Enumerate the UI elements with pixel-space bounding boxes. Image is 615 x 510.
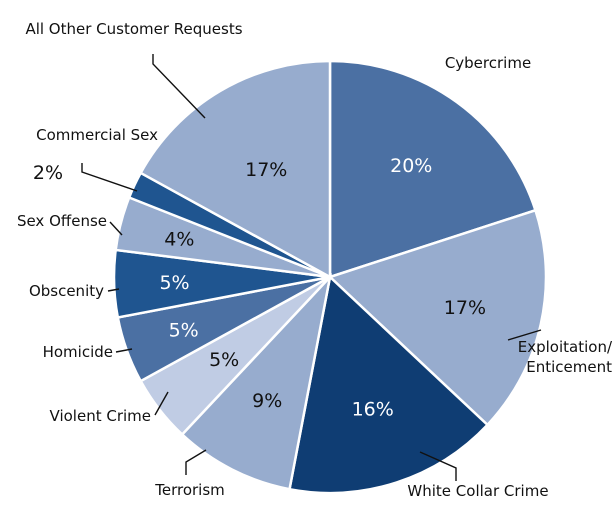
percentage-labels: 20% 17% 16% 9% 5% 5% 5% 4% 2% 17% [33,155,486,420]
pie-slice-all-other-customer-requests [139,59,332,280]
category-label-obscenity: Obscenity [29,282,104,300]
pct-label-white-collar-crime: 16% [352,398,394,420]
leader-line-homicide [115,348,133,353]
category-label-sex-offense: Sex Offense [17,212,107,230]
leader-line-obscenity [107,288,120,292]
category-labels: Cybercrime Exploitation/Enticement White C… [17,20,613,500]
pct-label-commercial-sex: 2% [33,162,63,184]
pct-label-homicide: 5% [169,320,199,342]
category-label-commercial-sex: Commercial Sex [36,126,158,144]
pct-label-all-other-customer-requests: 17% [245,159,287,181]
pie-slice-terrorism [180,273,333,491]
leader-lines [81,54,542,481]
pie-slice-exploitation-enticement [327,208,548,427]
pct-label-sex-offense: 4% [164,228,194,250]
category-label-exploitation-enticement: Exploitation/Enticement [518,338,613,376]
pie-slice-white-collar-crime [288,274,490,495]
category-label-white-collar-crime: White Collar Crime [407,482,548,500]
pct-label-cybercrime: 20% [390,155,432,177]
pie-slices [112,59,548,495]
pct-label-violent-crime: 5% [209,349,239,371]
pie-slice-cybercrime [328,59,538,279]
pct-label-terrorism: 9% [252,390,282,412]
pct-label-exploitation-enticement: 17% [444,297,486,319]
leader-line-white-collar-crime [419,451,457,481]
leader-line-sex-offense [109,221,123,236]
leader-line-violent-crime [154,391,169,416]
category-label-violent-crime: Violent Crime [50,407,151,425]
category-label-homicide: Homicide [43,343,113,361]
category-label-all-other-customer-requests: All Other Customer Requests [25,20,242,38]
category-label-cybercrime: Cybercrime [445,54,531,72]
leader-line-terrorism [185,449,207,475]
leader-line-exploitation-enticement [507,329,542,341]
leader-line-all-other-customer-requests [152,54,206,119]
pct-label-obscenity: 5% [159,272,189,294]
leader-line-commercial-sex [81,163,138,192]
category-label-terrorism: Terrorism [154,481,225,499]
